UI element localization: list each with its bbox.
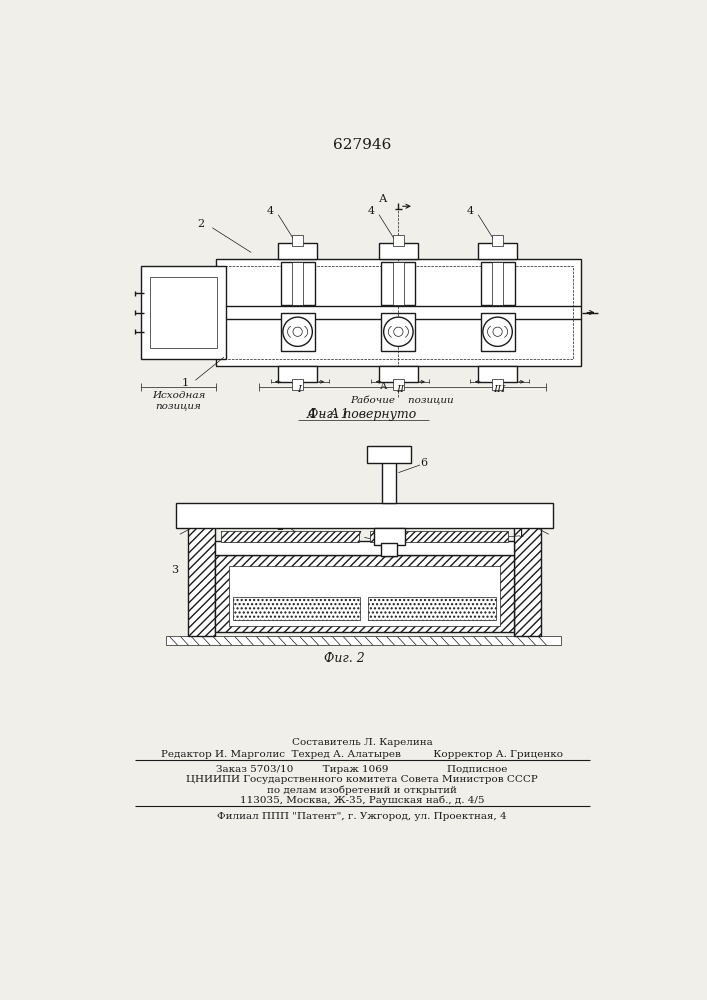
- Bar: [478, 366, 517, 382]
- Text: 1: 1: [182, 378, 189, 388]
- Bar: [373, 528, 404, 545]
- Bar: [224, 266, 573, 359]
- Circle shape: [384, 317, 413, 346]
- Bar: [492, 379, 503, 389]
- Bar: [292, 235, 303, 246]
- Bar: [379, 243, 418, 259]
- Text: по делам изобретений и открытий: по делам изобретений и открытий: [267, 785, 457, 795]
- Bar: [151, 277, 217, 348]
- Text: Исходная
позиция: Исходная позиция: [152, 391, 205, 410]
- Bar: [393, 262, 404, 305]
- Circle shape: [293, 327, 303, 336]
- Bar: [279, 243, 317, 259]
- Bar: [381, 262, 416, 305]
- Circle shape: [283, 317, 312, 346]
- Text: ЦНИИПИ Государственного комитета Совета Министров СССР: ЦНИИПИ Государственного комитета Совета …: [186, 775, 538, 784]
- Text: Филиал ППП "Патент", г. Ужгород, ул. Проектная, 4: Филиал ППП "Патент", г. Ужгород, ул. Про…: [217, 812, 507, 821]
- Text: 7: 7: [355, 531, 361, 541]
- Text: А – А повернуто: А – А повернуто: [307, 408, 417, 421]
- Bar: [368, 597, 496, 620]
- Text: А: А: [380, 382, 387, 391]
- Bar: [492, 235, 503, 246]
- Text: Фиг. 2: Фиг. 2: [324, 652, 365, 666]
- Text: Заказ 5703/10         Тираж 1069                  Подписное: Заказ 5703/10 Тираж 1069 Подписное: [216, 765, 508, 774]
- Text: Фиг. 1: Фиг. 1: [308, 408, 349, 421]
- Text: I: I: [298, 385, 302, 394]
- Bar: [382, 457, 396, 503]
- Text: А: А: [378, 194, 387, 204]
- Bar: [233, 597, 361, 620]
- Text: 3: 3: [171, 565, 178, 575]
- Text: 1: 1: [518, 529, 525, 539]
- Text: 4: 4: [467, 206, 474, 216]
- Bar: [368, 446, 411, 463]
- Text: 4: 4: [267, 206, 274, 216]
- Circle shape: [394, 327, 403, 336]
- Bar: [281, 312, 315, 351]
- Bar: [379, 366, 418, 382]
- Bar: [281, 262, 315, 305]
- Text: 6: 6: [421, 458, 428, 468]
- Bar: [215, 555, 514, 632]
- Circle shape: [493, 327, 502, 336]
- Bar: [221, 531, 359, 542]
- Text: 2: 2: [276, 522, 284, 532]
- Bar: [492, 262, 503, 305]
- Bar: [166, 636, 561, 645]
- Text: II: II: [396, 385, 404, 394]
- Bar: [393, 379, 404, 389]
- Text: III: III: [493, 385, 506, 394]
- Bar: [215, 541, 514, 555]
- Text: 4: 4: [368, 206, 375, 216]
- Bar: [481, 312, 515, 351]
- Text: 5: 5: [296, 506, 303, 516]
- Text: 2: 2: [197, 219, 204, 229]
- Bar: [279, 366, 317, 382]
- Bar: [381, 544, 397, 556]
- Text: Рабочие    позиции: Рабочие позиции: [351, 396, 454, 405]
- Bar: [216, 259, 580, 366]
- Bar: [176, 503, 553, 528]
- Bar: [481, 262, 515, 305]
- Bar: [478, 243, 517, 259]
- Bar: [292, 262, 303, 305]
- Circle shape: [483, 317, 513, 346]
- Text: 113035, Москва, Ж-35, Раушская наб., д. 4/5: 113035, Москва, Ж-35, Раушская наб., д. …: [240, 795, 484, 805]
- Bar: [292, 379, 303, 389]
- Bar: [381, 312, 416, 351]
- Bar: [228, 566, 500, 626]
- Bar: [370, 531, 508, 542]
- Bar: [141, 266, 226, 359]
- Bar: [187, 505, 215, 636]
- Bar: [514, 505, 541, 636]
- Text: 627946: 627946: [333, 138, 391, 152]
- Text: Редактор И. Марголис  Техред А. Алатырев          Корректор А. Гриценко: Редактор И. Марголис Техред А. Алатырев …: [161, 750, 563, 759]
- Text: Составитель Л. Карелина: Составитель Л. Карелина: [291, 738, 432, 747]
- Bar: [393, 235, 404, 246]
